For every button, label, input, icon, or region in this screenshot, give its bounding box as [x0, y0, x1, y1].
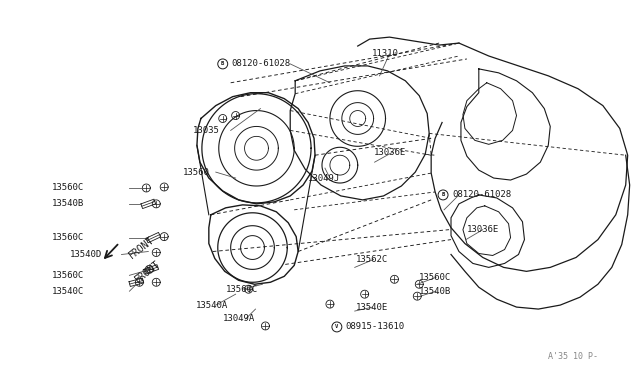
Text: FRONT: FRONT	[133, 259, 163, 284]
Text: 13560C: 13560C	[52, 183, 84, 192]
Text: 08120-61028: 08120-61028	[232, 60, 291, 68]
Text: 13036E: 13036E	[374, 148, 406, 157]
Text: V: V	[335, 324, 339, 330]
Text: 13560C: 13560C	[226, 285, 258, 294]
Text: 13560C: 13560C	[52, 233, 84, 242]
Text: 08915-13610: 08915-13610	[346, 323, 405, 331]
Text: 13049J: 13049J	[308, 174, 340, 183]
Text: 13035: 13035	[193, 126, 220, 135]
Text: B: B	[221, 61, 225, 67]
Text: 13560: 13560	[183, 168, 210, 177]
Text: 13540B: 13540B	[419, 287, 451, 296]
Text: 13540A: 13540A	[196, 301, 228, 310]
Text: 13560C: 13560C	[419, 273, 451, 282]
Text: 13049A: 13049A	[223, 314, 255, 324]
Text: 13560C: 13560C	[52, 271, 84, 280]
Text: 13540E: 13540E	[356, 302, 388, 312]
Text: B: B	[442, 192, 445, 198]
Text: FRONT: FRONT	[127, 235, 156, 260]
Text: 08120-61028: 08120-61028	[452, 190, 511, 199]
Text: 13540D: 13540D	[70, 250, 102, 259]
Text: 13036E: 13036E	[467, 225, 499, 234]
Text: A'35 10 P-: A'35 10 P-	[548, 352, 598, 361]
Text: 13562C: 13562C	[356, 255, 388, 264]
Text: 13540B: 13540B	[52, 199, 84, 208]
Text: 11310: 11310	[372, 49, 399, 58]
Text: 13540C: 13540C	[52, 287, 84, 296]
